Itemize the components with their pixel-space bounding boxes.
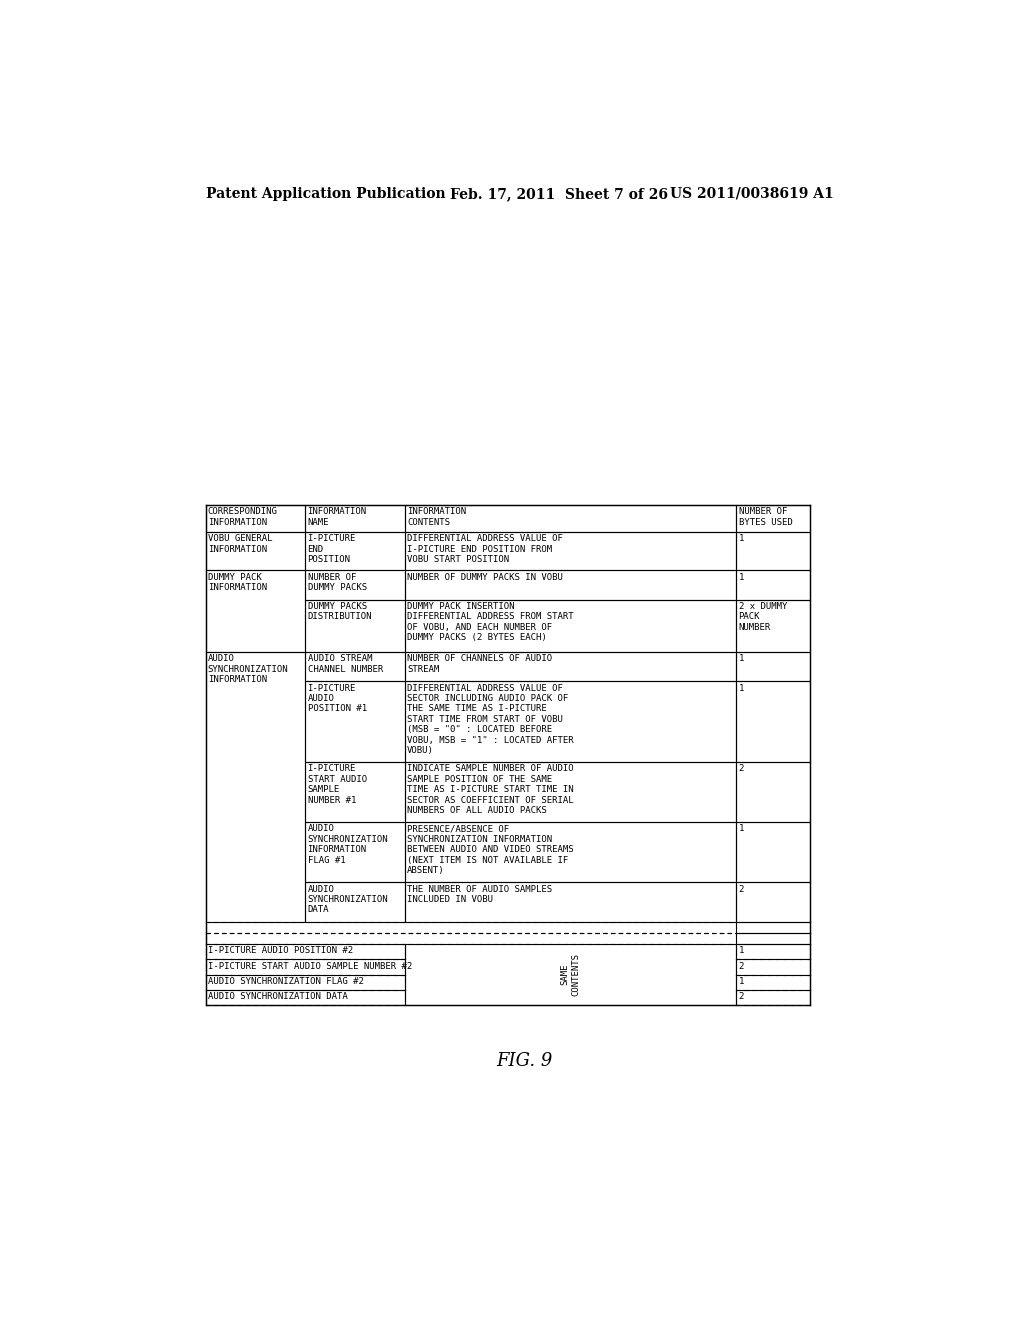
Bar <box>404 681 736 762</box>
Bar <box>305 599 404 652</box>
Text: AUDIO
SYNCHRONIZATION
INFORMATION
FLAG #1: AUDIO SYNCHRONIZATION INFORMATION FLAG #… <box>307 825 388 865</box>
Bar <box>305 681 404 762</box>
Text: DIFFERENTIAL ADDRESS VALUE OF
SECTOR INCLUDING AUDIO PACK OF
THE SAME TIME AS I-: DIFFERENTIAL ADDRESS VALUE OF SECTOR INC… <box>408 684 573 755</box>
Bar <box>736 599 810 652</box>
Bar <box>404 570 736 599</box>
Bar <box>404 599 736 652</box>
Text: DUMMY PACK INSERTION
DIFFERENTIAL ADDRESS FROM START
OF VOBU, AND EACH NUMBER OF: DUMMY PACK INSERTION DIFFERENTIAL ADDRES… <box>408 602 573 642</box>
Bar <box>736 570 810 599</box>
Bar <box>736 652 810 681</box>
Bar <box>206 652 305 923</box>
Text: INFORMATION
NAME: INFORMATION NAME <box>307 507 367 527</box>
Bar <box>305 822 404 882</box>
Text: 1: 1 <box>738 535 743 543</box>
Text: 1: 1 <box>738 655 743 663</box>
Text: 1: 1 <box>738 825 743 833</box>
Text: FIG. 9: FIG. 9 <box>497 1052 553 1069</box>
Text: 1: 1 <box>738 977 743 986</box>
Bar <box>404 506 736 532</box>
Text: US 2011/0038619 A1: US 2011/0038619 A1 <box>671 187 835 201</box>
Bar <box>404 944 736 1006</box>
Bar <box>305 652 404 681</box>
Text: AUDIO
SYNCHRONIZATION
INFORMATION: AUDIO SYNCHRONIZATION INFORMATION <box>208 655 289 684</box>
Bar <box>404 652 736 681</box>
Text: 2: 2 <box>738 884 743 894</box>
Text: NUMBER OF
BYTES USED: NUMBER OF BYTES USED <box>738 507 793 527</box>
Text: I-PICTURE AUDIO POSITION #2: I-PICTURE AUDIO POSITION #2 <box>208 946 353 956</box>
Text: AUDIO STREAM
CHANNEL NUMBER: AUDIO STREAM CHANNEL NUMBER <box>307 655 383 673</box>
Text: VOBU GENERAL
INFORMATION: VOBU GENERAL INFORMATION <box>208 535 272 553</box>
Text: 1: 1 <box>738 684 743 693</box>
Bar <box>305 506 404 532</box>
Text: AUDIO SYNCHRONIZATION DATA: AUDIO SYNCHRONIZATION DATA <box>208 993 347 1002</box>
Bar <box>736 532 810 570</box>
Text: I-PICTURE
AUDIO
POSITION #1: I-PICTURE AUDIO POSITION #1 <box>307 684 367 713</box>
Text: 2: 2 <box>738 764 743 774</box>
Text: Feb. 17, 2011  Sheet 7 of 26: Feb. 17, 2011 Sheet 7 of 26 <box>450 187 668 201</box>
Text: NUMBER OF
DUMMY PACKS: NUMBER OF DUMMY PACKS <box>307 573 367 593</box>
Text: INDICATE SAMPLE NUMBER OF AUDIO
SAMPLE POSITION OF THE SAME
TIME AS I-PICTURE ST: INDICATE SAMPLE NUMBER OF AUDIO SAMPLE P… <box>408 764 573 814</box>
Bar <box>404 822 736 882</box>
Bar <box>305 762 404 822</box>
Text: 1: 1 <box>738 573 743 582</box>
Text: SAME
CONTENTS: SAME CONTENTS <box>561 953 581 997</box>
Bar <box>404 762 736 822</box>
Text: 2 x DUMMY
PACK
NUMBER: 2 x DUMMY PACK NUMBER <box>738 602 786 632</box>
Text: NUMBER OF CHANNELS OF AUDIO
STREAM: NUMBER OF CHANNELS OF AUDIO STREAM <box>408 655 552 673</box>
Text: DUMMY PACK
INFORMATION: DUMMY PACK INFORMATION <box>208 573 267 593</box>
Text: Patent Application Publication: Patent Application Publication <box>206 187 445 201</box>
Bar <box>206 570 305 652</box>
Text: INFORMATION
CONTENTS: INFORMATION CONTENTS <box>408 507 466 527</box>
Text: AUDIO
SYNCHRONIZATION
DATA: AUDIO SYNCHRONIZATION DATA <box>307 884 388 915</box>
Text: NUMBER OF DUMMY PACKS IN VOBU: NUMBER OF DUMMY PACKS IN VOBU <box>408 573 563 582</box>
Bar <box>206 506 305 532</box>
Bar <box>305 532 404 570</box>
Text: PRESENCE/ABSENCE OF
SYNCHRONIZATION INFORMATION
BETWEEN AUDIO AND VIDEO STREAMS
: PRESENCE/ABSENCE OF SYNCHRONIZATION INFO… <box>408 825 573 875</box>
Text: 2: 2 <box>738 993 743 1002</box>
Text: I-PICTURE
END
POSITION: I-PICTURE END POSITION <box>307 535 356 564</box>
Bar <box>305 570 404 599</box>
Bar <box>736 506 810 532</box>
Bar <box>404 882 736 923</box>
Text: THE NUMBER OF AUDIO SAMPLES
INCLUDED IN VOBU: THE NUMBER OF AUDIO SAMPLES INCLUDED IN … <box>408 884 552 904</box>
Bar <box>736 762 810 822</box>
Text: CORRESPONDING
INFORMATION: CORRESPONDING INFORMATION <box>208 507 278 527</box>
Bar <box>736 882 810 923</box>
Text: DIFFERENTIAL ADDRESS VALUE OF
I-PICTURE END POSITION FROM
VOBU START POSITION: DIFFERENTIAL ADDRESS VALUE OF I-PICTURE … <box>408 535 563 564</box>
Text: I-PICTURE START AUDIO SAMPLE NUMBER #2: I-PICTURE START AUDIO SAMPLE NUMBER #2 <box>208 961 412 970</box>
Text: AUDIO SYNCHRONIZATION FLAG #2: AUDIO SYNCHRONIZATION FLAG #2 <box>208 977 364 986</box>
Bar <box>736 681 810 762</box>
Text: 1: 1 <box>738 946 743 956</box>
Text: I-PICTURE
START AUDIO
SAMPLE
NUMBER #1: I-PICTURE START AUDIO SAMPLE NUMBER #1 <box>307 764 367 805</box>
Bar <box>404 532 736 570</box>
Text: 2: 2 <box>738 961 743 970</box>
Bar <box>736 822 810 882</box>
Text: DUMMY PACKS
DISTRIBUTION: DUMMY PACKS DISTRIBUTION <box>307 602 372 622</box>
Bar <box>206 532 305 570</box>
Bar <box>305 882 404 923</box>
